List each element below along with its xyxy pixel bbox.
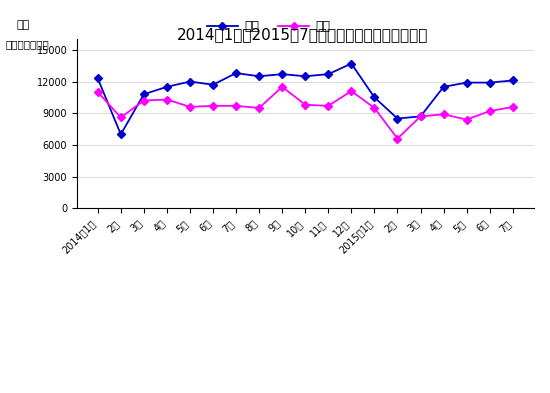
出口	[256, 74, 262, 79]
进口	[233, 103, 239, 108]
出口	[371, 95, 378, 100]
出口	[302, 74, 309, 79]
出口	[348, 61, 355, 66]
进口	[118, 115, 124, 120]
进口	[302, 103, 309, 107]
出口	[95, 76, 101, 81]
出口	[186, 79, 193, 84]
出口	[279, 72, 285, 77]
出口	[233, 71, 239, 75]
Legend: 出口, 进口: 出口, 进口	[202, 15, 336, 38]
进口	[95, 90, 101, 94]
出口	[394, 116, 401, 121]
进口	[325, 103, 332, 108]
进口	[394, 136, 401, 141]
Text: （亿元人民币）: （亿元人民币）	[6, 39, 50, 49]
Line: 进口: 进口	[95, 84, 515, 141]
进口	[441, 112, 447, 117]
进口	[256, 106, 262, 110]
出口	[325, 72, 332, 77]
出口	[486, 80, 493, 85]
出口	[509, 78, 516, 83]
进口	[186, 105, 193, 109]
出口	[118, 132, 124, 137]
进口	[371, 106, 378, 110]
进口	[210, 103, 216, 108]
出口	[141, 92, 147, 97]
Line: 出口: 出口	[95, 61, 515, 137]
进口	[141, 98, 147, 103]
进口	[279, 84, 285, 89]
Text: 金额: 金额	[16, 20, 30, 29]
进口	[163, 97, 170, 102]
进口	[486, 109, 493, 114]
出口	[417, 114, 424, 119]
出口	[441, 84, 447, 89]
进口	[417, 114, 424, 119]
进口	[463, 117, 470, 122]
出口	[163, 84, 170, 89]
进口	[348, 89, 355, 94]
出口	[210, 83, 216, 87]
进口	[509, 105, 516, 109]
Text: 2014年1月至2015年7月我国外贸进出口月度走势图: 2014年1月至2015年7月我国外贸进出口月度走势图	[177, 28, 428, 42]
出口	[463, 80, 470, 85]
